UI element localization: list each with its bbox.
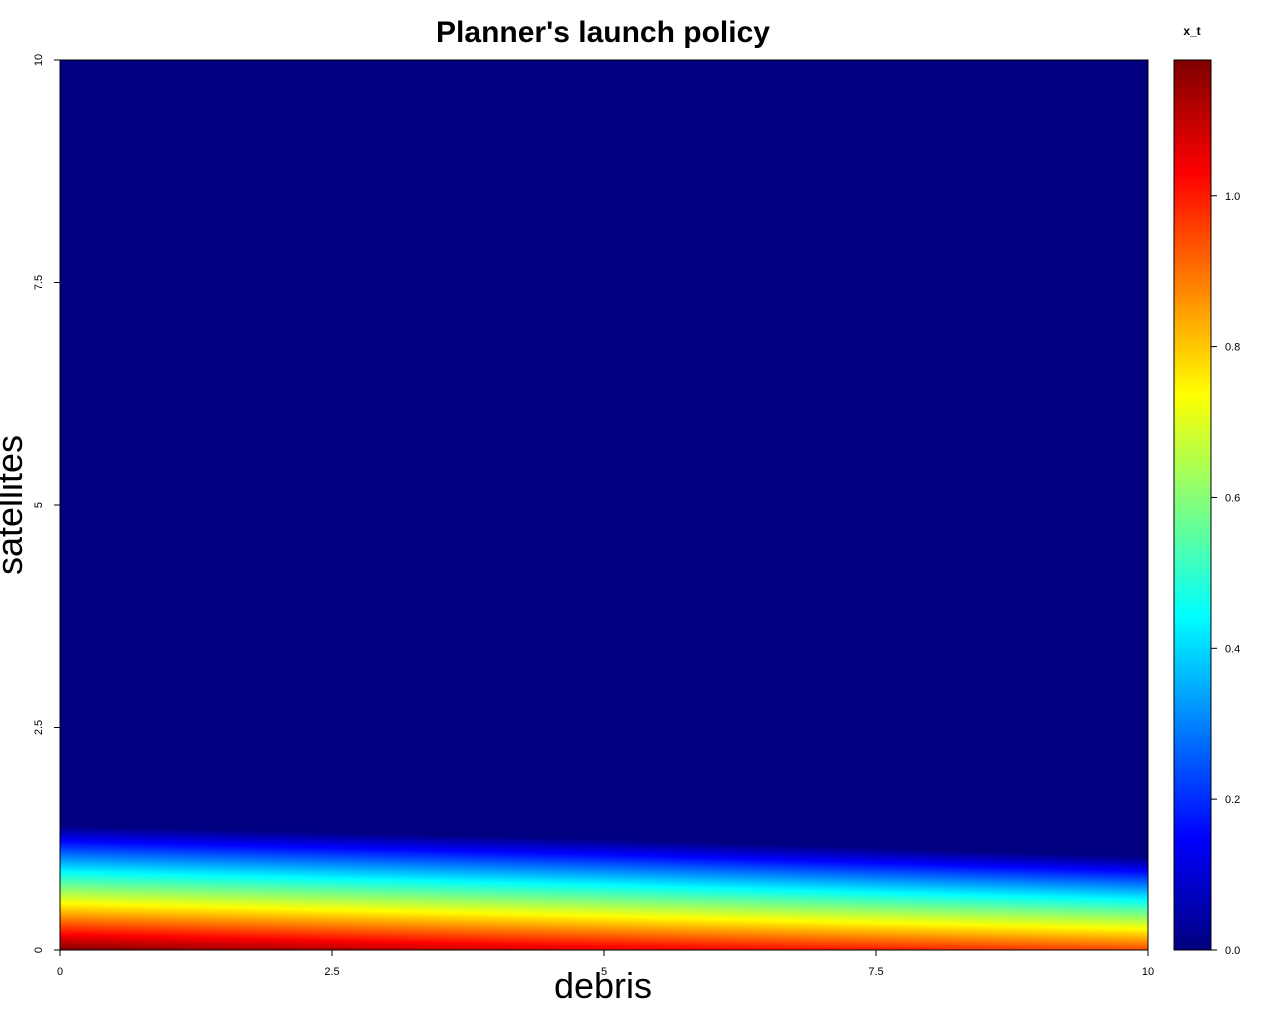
- colorbar-tick-label: 0.6: [1225, 492, 1240, 504]
- x-tick-label: 7.5: [868, 966, 883, 978]
- y-tick-label: 2.5: [33, 720, 45, 735]
- colorbar-tick-label: 0.4: [1225, 643, 1240, 655]
- y-tick-label: 10: [33, 54, 45, 66]
- colorbar-border: [1173, 59, 1212, 951]
- x-tick-label: 10: [1142, 966, 1154, 978]
- colorbar-tick-label: 0.0: [1225, 945, 1240, 957]
- y-axis-title: satellites: [0, 435, 30, 575]
- x-tick-label: 0: [57, 966, 63, 978]
- colorbar-title: x_t: [1183, 24, 1200, 38]
- x-axis-title: debris: [554, 965, 652, 1006]
- x-tick-label: 5: [601, 966, 607, 978]
- colorbar-tick-label: 1.0: [1225, 191, 1240, 203]
- colorbar-ticks: 0.0 0.2 0.4 0.6 0.8 1.0: [1211, 191, 1240, 957]
- y-tick-label: 7.5: [33, 275, 45, 290]
- y-tick-label: 5: [33, 502, 45, 508]
- x-axis: 0 2.5 5 7.5 10: [57, 950, 1154, 978]
- y-axis: 0 2.5 5 7.5 10: [33, 54, 60, 953]
- heatmap-field: [60, 60, 1148, 950]
- colorbar: x_t 0.0 0.2 0.4 0.6 0.8 1.0: [1173, 24, 1240, 957]
- chart-title: Planner's launch policy: [436, 16, 770, 49]
- plot-area: [59, 59, 1149, 951]
- colorbar-gradient: [1174, 60, 1211, 950]
- colorbar-tick-label: 0.2: [1225, 794, 1240, 806]
- x-tick-label: 2.5: [324, 966, 339, 978]
- y-tick-label: 0: [33, 947, 45, 953]
- colorbar-tick-label: 0.8: [1225, 342, 1240, 354]
